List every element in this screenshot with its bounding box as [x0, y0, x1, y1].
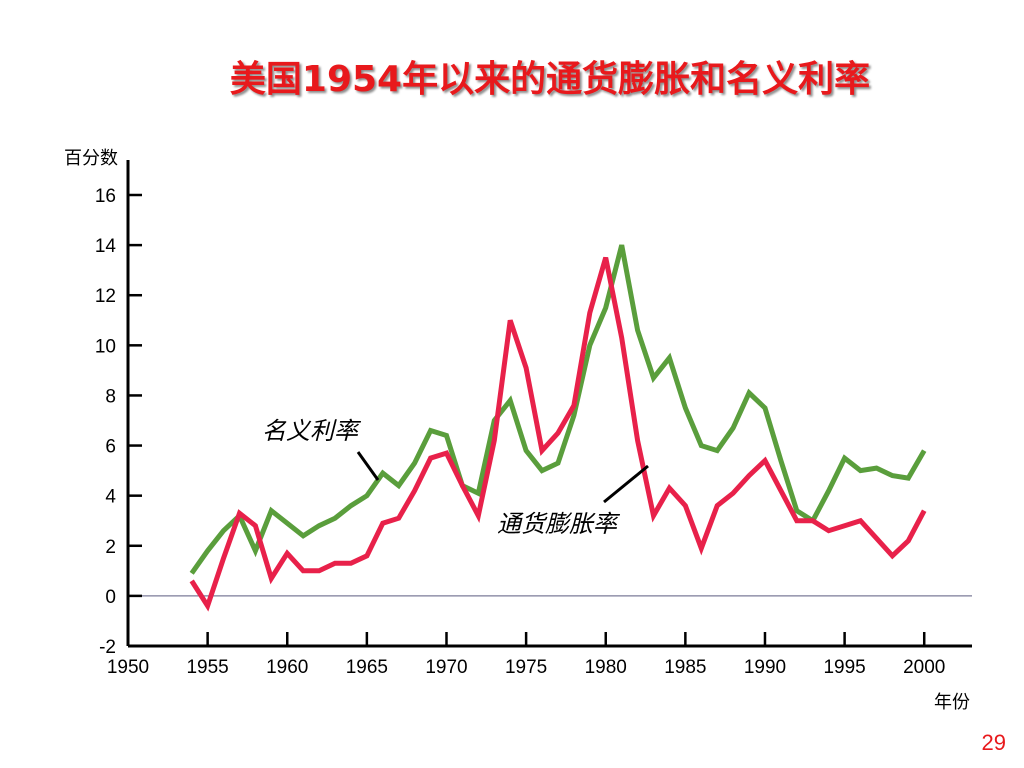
- x-tick-label: 1985: [664, 657, 706, 678]
- x-tick-label: 1970: [425, 657, 467, 678]
- y-tick-label: 8: [105, 386, 116, 407]
- y-tick-label: 4: [105, 487, 116, 508]
- y-tick-label: 12: [95, 286, 116, 307]
- y-tick-label: 10: [95, 336, 116, 357]
- x-tick-label: 1950: [107, 657, 149, 678]
- page-number: 29: [981, 730, 1006, 755]
- inflation-label: 通货膨胀率: [497, 511, 621, 538]
- annotations: 名义利率 通货膨胀率: [262, 418, 649, 538]
- x-tick-label: 1975: [505, 657, 547, 678]
- x-tick-label: 1995: [823, 657, 865, 678]
- slide-title: 美国1954年以来的通货膨胀和名义利率: [229, 59, 871, 100]
- y-axis-label: 百分数: [64, 148, 118, 168]
- nominal-rate-leader-line: [356, 451, 380, 481]
- series-layer: [189, 244, 927, 612]
- x-tick-label: 2000: [903, 657, 945, 678]
- x-tick-label: 1990: [744, 657, 786, 678]
- y-tick-label: 6: [105, 437, 116, 458]
- y-tick-label: -2: [99, 637, 116, 658]
- nominal-rate-label: 名义利率: [262, 418, 362, 445]
- nominal-rate-series-line: [189, 244, 927, 575]
- x-tick-label: 1965: [346, 657, 388, 678]
- x-tick-label: 1960: [266, 657, 308, 678]
- inflation-series-line: [189, 256, 927, 612]
- y-tick-label: 0: [105, 587, 116, 608]
- x-tick-label: 1955: [186, 657, 228, 678]
- x-tick-label: 1980: [585, 657, 627, 678]
- inflation-leader-line: [603, 464, 649, 504]
- y-tick-label: 2: [105, 537, 116, 558]
- y-tick-label: 14: [95, 236, 117, 257]
- x-axis-label: 年份: [934, 692, 970, 712]
- y-tick-label: 16: [95, 186, 116, 207]
